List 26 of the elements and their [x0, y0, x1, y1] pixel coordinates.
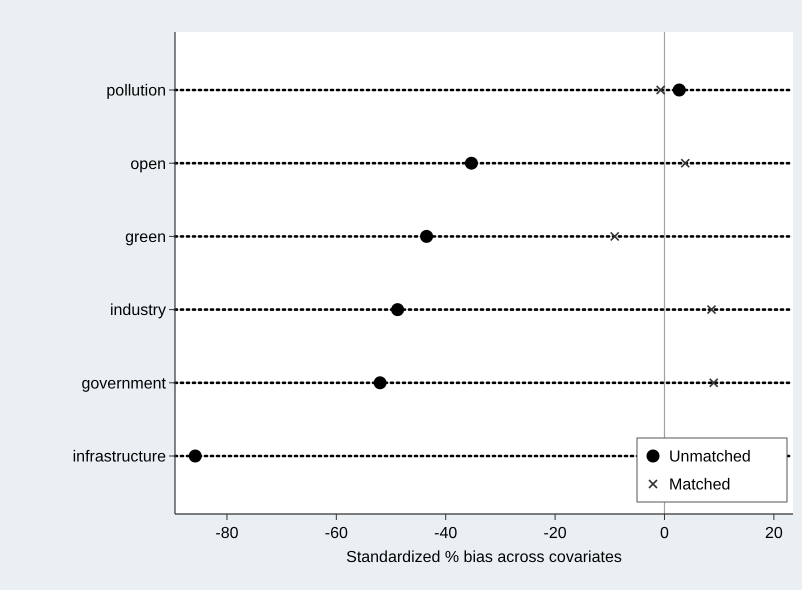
legend-label: Unmatched — [669, 448, 751, 466]
point — [420, 230, 434, 243]
point — [680, 158, 690, 168]
x-tick-label: 20 — [764, 525, 783, 542]
point — [708, 378, 718, 388]
point — [656, 85, 666, 95]
y-tick-label: pollution — [106, 82, 166, 100]
x-tick-label: -60 — [324, 525, 348, 542]
x-axis-title: Standardized % bias across covariates — [346, 549, 622, 566]
point — [391, 303, 404, 316]
x-tick-label: -20 — [544, 525, 567, 542]
y-tick-label: open — [130, 156, 166, 173]
x-tick-label: 0 — [660, 525, 670, 542]
legend-label: Matched — [669, 476, 730, 494]
point — [188, 450, 202, 462]
y-tick-label: government — [82, 375, 167, 392]
point — [672, 84, 686, 96]
y-tick-label: infrastructure — [72, 448, 166, 466]
point — [464, 156, 478, 170]
x-tick-label: -40 — [434, 525, 458, 542]
point — [706, 304, 716, 314]
y-tick-label: green — [125, 229, 166, 246]
y-tick-label: industry — [110, 302, 166, 320]
x-tick-label: -80 — [215, 525, 239, 542]
point — [610, 232, 620, 242]
point — [374, 376, 387, 390]
